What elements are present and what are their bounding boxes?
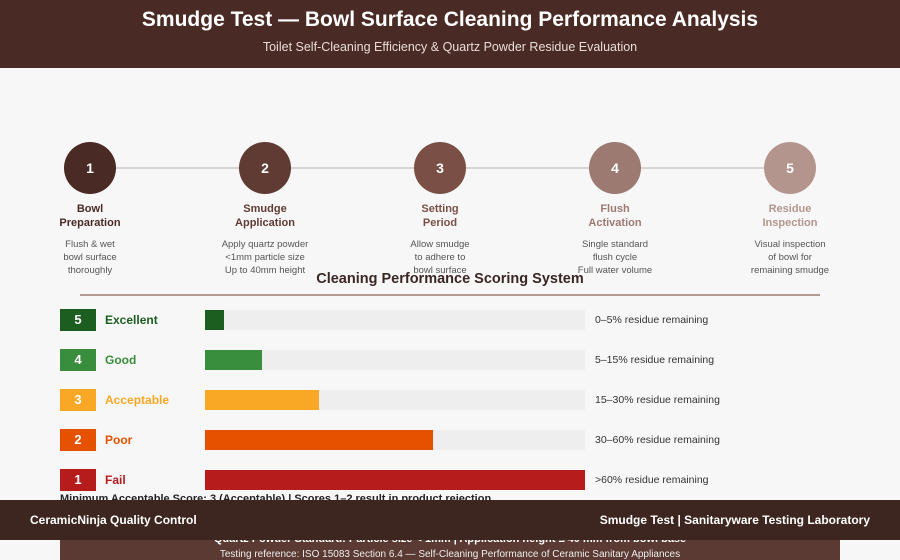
residue-range: >60% residue remaining xyxy=(595,474,709,486)
process-step-2: 2 Smudge Application Apply quartz powder… xyxy=(190,142,340,277)
score-badge: 1 xyxy=(60,469,96,491)
score-level-name: Acceptable xyxy=(105,393,170,407)
step-number-circle: 4 xyxy=(589,142,641,194)
step-description: Single standard flush cycle Full water v… xyxy=(577,239,653,276)
residue-bar-fill xyxy=(205,390,319,410)
process-step-1: 1 Bowl Preparation Flush & wet bowl surf… xyxy=(15,142,165,277)
score-level-name: Good xyxy=(105,353,137,367)
testing-reference: Testing reference: ISO 15083 Section 6.4… xyxy=(219,549,681,560)
residue-range: 5–15% residue remaining xyxy=(595,354,715,366)
score-level-name: Excellent xyxy=(105,313,158,327)
residue-bar-fill xyxy=(205,470,585,490)
score-row-poor: 2 Poor 30–60% residue remaining xyxy=(60,429,840,451)
page-title: Smudge Test — Bowl Surface Cleaning Perf… xyxy=(141,8,759,31)
step-description: Apply quartz powder <1mm particle size U… xyxy=(221,239,309,276)
score-badge: 2 xyxy=(60,429,96,451)
score-badge: 3 xyxy=(60,389,96,411)
residue-bar-track xyxy=(205,350,585,370)
residue-range: 15–30% residue remaining xyxy=(595,394,720,406)
page-subtitle: Toilet Self-Cleaning Efficiency & Quartz… xyxy=(262,40,638,54)
step-description: Flush & wet bowl surface thoroughly xyxy=(63,239,117,276)
score-badge: 5 xyxy=(60,309,96,331)
process-step-3: 3 Setting Period Allow smudge to adhere … xyxy=(365,142,515,277)
score-row-fail: 1 Fail >60% residue remaining xyxy=(60,469,840,491)
residue-bar-track xyxy=(205,470,585,490)
header: Smudge Test — Bowl Surface Cleaning Perf… xyxy=(0,0,900,68)
residue-bar-fill xyxy=(205,350,262,370)
score-badge: 4 xyxy=(60,349,96,371)
footer-lab: Smudge Test | Sanitaryware Testing Labor… xyxy=(599,513,870,527)
score-row-good: 4 Good 5–15% residue remaining xyxy=(60,349,840,371)
residue-range: 30–60% residue remaining xyxy=(595,434,720,446)
step-number-circle: 1 xyxy=(64,142,116,194)
step-label: Bowl Preparation xyxy=(59,203,121,229)
step-label: Smudge Application xyxy=(235,203,295,229)
residue-range: 0–5% residue remaining xyxy=(595,314,709,326)
step-number-circle: 2 xyxy=(239,142,291,194)
residue-bar-track xyxy=(205,430,585,450)
step-description: Allow smudge to adhere to bowl surface xyxy=(410,239,470,276)
residue-bar-fill xyxy=(205,310,224,330)
scoring-divider xyxy=(80,294,820,296)
residue-bar-track xyxy=(205,310,585,330)
step-label: Setting Period xyxy=(421,203,459,229)
step-description: Visual inspection of bowl for remaining … xyxy=(750,239,830,276)
score-row-excellent: 5 Excellent 0–5% residue remaining xyxy=(60,309,840,331)
step-label: Flush Activation xyxy=(588,203,642,229)
footer: CeramicNinja Quality Control Smudge Test… xyxy=(0,500,900,540)
scoring-section-title: Cleaning Performance Scoring System xyxy=(316,271,584,287)
process-step-4: 4 Flush Activation Single standard flush… xyxy=(540,142,690,277)
process-step-5: 5 Residue Inspection Visual inspection o… xyxy=(715,142,865,277)
footer-brand: CeramicNinja Quality Control xyxy=(30,513,197,527)
score-row-acceptable: 3 Acceptable 15–30% residue remaining xyxy=(60,389,840,411)
score-level-name: Fail xyxy=(105,473,126,487)
score-level-name: Poor xyxy=(105,433,133,447)
residue-bar-track xyxy=(205,390,585,410)
residue-bar-fill xyxy=(205,430,433,450)
step-number-circle: 5 xyxy=(764,142,816,194)
step-label: Residue Inspection xyxy=(762,203,818,229)
step-number-circle: 3 xyxy=(414,142,466,194)
